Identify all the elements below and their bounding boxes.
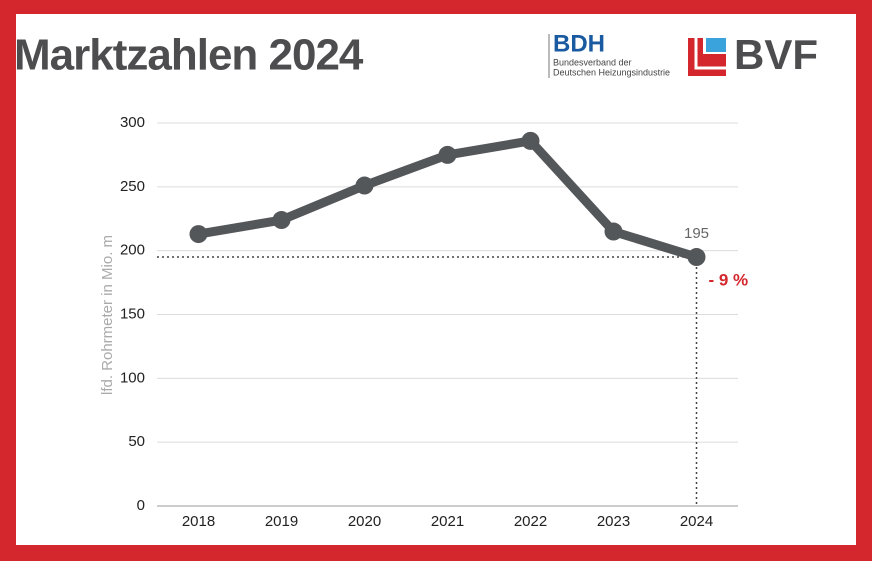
logo-bvf-icon [688,38,726,76]
point [687,248,706,267]
x-tick-label: 2018 [182,513,215,530]
y-tick-label: 100 [120,369,145,386]
point [521,131,540,150]
chart-title: Marktzahlen 2024 [14,31,364,80]
x-tick-label: 2021 [431,513,464,530]
y-tick-label: 50 [128,433,145,450]
x-tick-label: 2019 [265,513,298,530]
logo-bdh-sub: Deutschen Heizungsindustrie [553,67,670,77]
point [355,176,374,195]
x-tick-label: 2020 [348,513,381,530]
point [438,145,457,164]
y-tick-label: 150 [120,305,145,322]
y-tick-label: 200 [120,242,145,259]
y-tick-label: 0 [137,497,145,514]
panel [16,14,856,545]
y-axis-label: lfd. Rohrmeter in Mio. m [99,235,116,395]
annotation: - 9 % [709,271,749,290]
logo-bdh: BDH [553,30,605,57]
x-tick-label: 2023 [597,513,630,530]
point [272,211,291,230]
logo-bdh-sub: Bundesverband der [553,57,632,67]
y-tick-label: 300 [120,114,145,131]
data-label: 195 [684,225,709,242]
x-tick-label: 2024 [680,513,713,530]
point [604,222,623,241]
y-tick-label: 250 [120,178,145,195]
point [189,225,208,244]
x-tick-label: 2022 [514,513,547,530]
logo-bvf: BVF [734,31,818,78]
